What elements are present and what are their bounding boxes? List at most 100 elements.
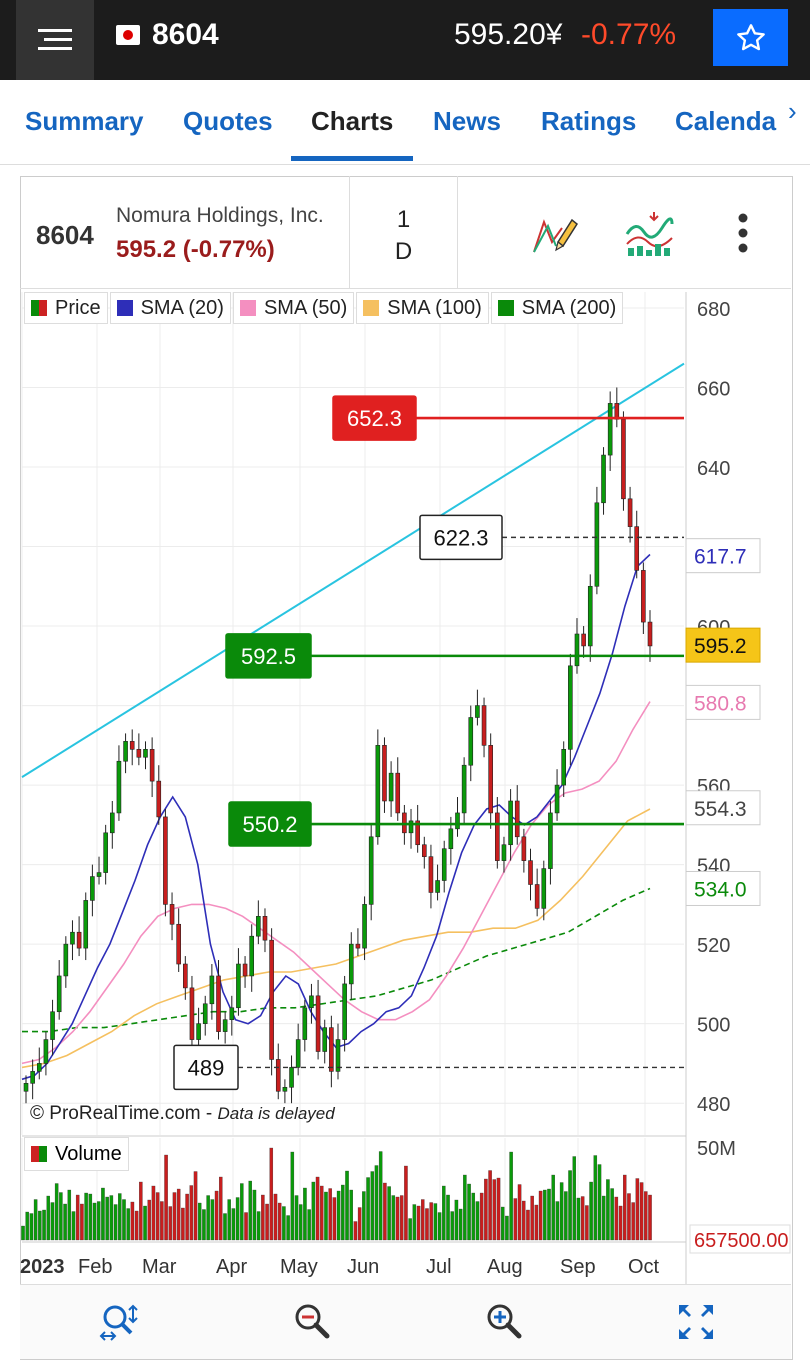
volume-bar-up <box>467 1183 471 1241</box>
candle-down <box>129 741 135 750</box>
volume-bar-up <box>282 1206 286 1241</box>
volume-bar-up <box>336 1190 341 1241</box>
candle-up <box>222 1019 228 1032</box>
volume-bar-up <box>576 1197 581 1241</box>
volume-bar-up <box>471 1192 476 1241</box>
legend-sma100[interactable]: SMA (100) <box>356 292 489 324</box>
volume-bar-down <box>623 1174 627 1241</box>
active-tab-indicator <box>291 156 413 161</box>
legend-swatch <box>497 300 514 316</box>
tab-charts[interactable]: Charts <box>311 106 394 136</box>
volume-bar-up <box>109 1195 114 1241</box>
volume-bar-up <box>564 1191 568 1241</box>
candle-down <box>534 884 540 909</box>
zoom-out-icon[interactable] <box>292 1302 332 1342</box>
volume-bar-down <box>168 1206 173 1241</box>
legend-price[interactable]: Price <box>24 292 108 324</box>
volume-bar-down <box>425 1208 429 1241</box>
volume-bar-up <box>240 1183 244 1241</box>
level-label: 550.2 <box>242 812 297 837</box>
candle-up <box>342 983 347 1040</box>
period-selector[interactable]: 1 D <box>350 204 457 268</box>
legend-volume[interactable]: Volume <box>24 1137 129 1171</box>
candle-up <box>30 1071 35 1084</box>
level-label-box <box>419 514 503 561</box>
tab-bar: Summary Quotes Charts News Ratings Calen… <box>0 80 810 165</box>
volume-bar-down <box>332 1197 337 1241</box>
volume-bar-up <box>370 1171 375 1241</box>
volume-bar-down <box>580 1196 585 1241</box>
tabs-scroll-right-icon[interactable]: › <box>788 96 797 126</box>
volume-bar-down <box>648 1194 652 1241</box>
tab-news[interactable]: News <box>433 106 501 136</box>
divider <box>349 176 350 288</box>
candle-down <box>415 820 420 846</box>
volume-bar-up <box>248 1180 252 1241</box>
volume-bar-down <box>479 1192 484 1241</box>
candle-down <box>275 1059 281 1092</box>
legend-sma200[interactable]: SMA (200) <box>490 292 624 324</box>
volume-bar-up <box>21 1225 25 1241</box>
volume-bar-down <box>631 1202 635 1241</box>
tab-summary[interactable]: Summary <box>25 106 144 136</box>
menu-button[interactable] <box>16 0 94 80</box>
level-label: 592.5 <box>241 644 296 669</box>
zoom-fit-icon[interactable] <box>99 1302 139 1342</box>
volume-bar-up <box>63 1203 67 1241</box>
candle-down <box>216 975 221 1032</box>
japan-flag-icon <box>116 25 140 45</box>
volume-bar-up <box>235 1197 240 1241</box>
candle-down <box>149 749 155 782</box>
candle-up <box>202 1003 208 1024</box>
watchlist-button[interactable] <box>713 9 788 66</box>
volume-bar-down <box>261 1194 265 1241</box>
candle-down <box>581 633 586 647</box>
level-label-box <box>225 633 312 679</box>
candle-down <box>514 800 520 838</box>
tab-quotes[interactable]: Quotes <box>183 106 273 136</box>
fullscreen-icon[interactable] <box>676 1302 716 1342</box>
volume-bar-down <box>172 1192 177 1241</box>
indicators-icon[interactable] <box>624 210 674 258</box>
level-label-box <box>228 801 312 847</box>
price-change: -0.77% <box>581 18 677 51</box>
candle-up <box>83 900 89 949</box>
candle-up <box>441 848 447 881</box>
sma100-value-marker: 554.3 <box>694 798 747 821</box>
volume-bar-down <box>139 1181 143 1241</box>
last-price-marker-box <box>685 627 761 663</box>
drawing-tools-icon[interactable] <box>528 212 578 256</box>
candle-down <box>621 418 626 500</box>
candle-up <box>574 633 580 667</box>
volume-bar-up <box>505 1215 509 1241</box>
volume-bar-up <box>559 1182 564 1241</box>
volume-bar-down <box>185 1193 189 1241</box>
volume-bar-down <box>627 1193 631 1241</box>
zoom-in-icon[interactable] <box>484 1302 524 1342</box>
legend-sma20[interactable]: SMA (20) <box>109 292 231 324</box>
level-label: 489 <box>188 1055 225 1080</box>
volume-bar-up <box>113 1204 118 1241</box>
volume-bar-down <box>534 1204 539 1241</box>
tab-ratings[interactable]: Ratings <box>541 106 637 136</box>
candlesticks <box>23 387 653 1104</box>
volume-bar-up <box>286 1215 290 1241</box>
volume-bar-down <box>130 1201 135 1241</box>
sma50-value-marker-box <box>685 684 761 720</box>
more-options-icon[interactable] <box>736 212 750 254</box>
candle-up <box>309 995 314 1009</box>
volume-bar-down <box>353 1221 358 1241</box>
top-bar: 8604 595.20¥ -0.77% <box>0 0 810 80</box>
indicator-legend: Price SMA (20) SMA (50) SMA (100) SMA (2… <box>24 292 625 324</box>
volume-bar-up <box>294 1195 299 1241</box>
volume-bar-down <box>484 1178 488 1241</box>
tab-calendar[interactable]: Calenda <box>675 106 777 136</box>
candle-up <box>468 717 474 766</box>
volume-bar-up <box>227 1199 231 1241</box>
candle-up <box>123 741 128 762</box>
legend-sma50[interactable]: SMA (50) <box>232 292 355 324</box>
candle-down <box>647 621 653 647</box>
volume-bar-down <box>357 1207 362 1241</box>
y-tick-label: 480 <box>697 1094 730 1116</box>
